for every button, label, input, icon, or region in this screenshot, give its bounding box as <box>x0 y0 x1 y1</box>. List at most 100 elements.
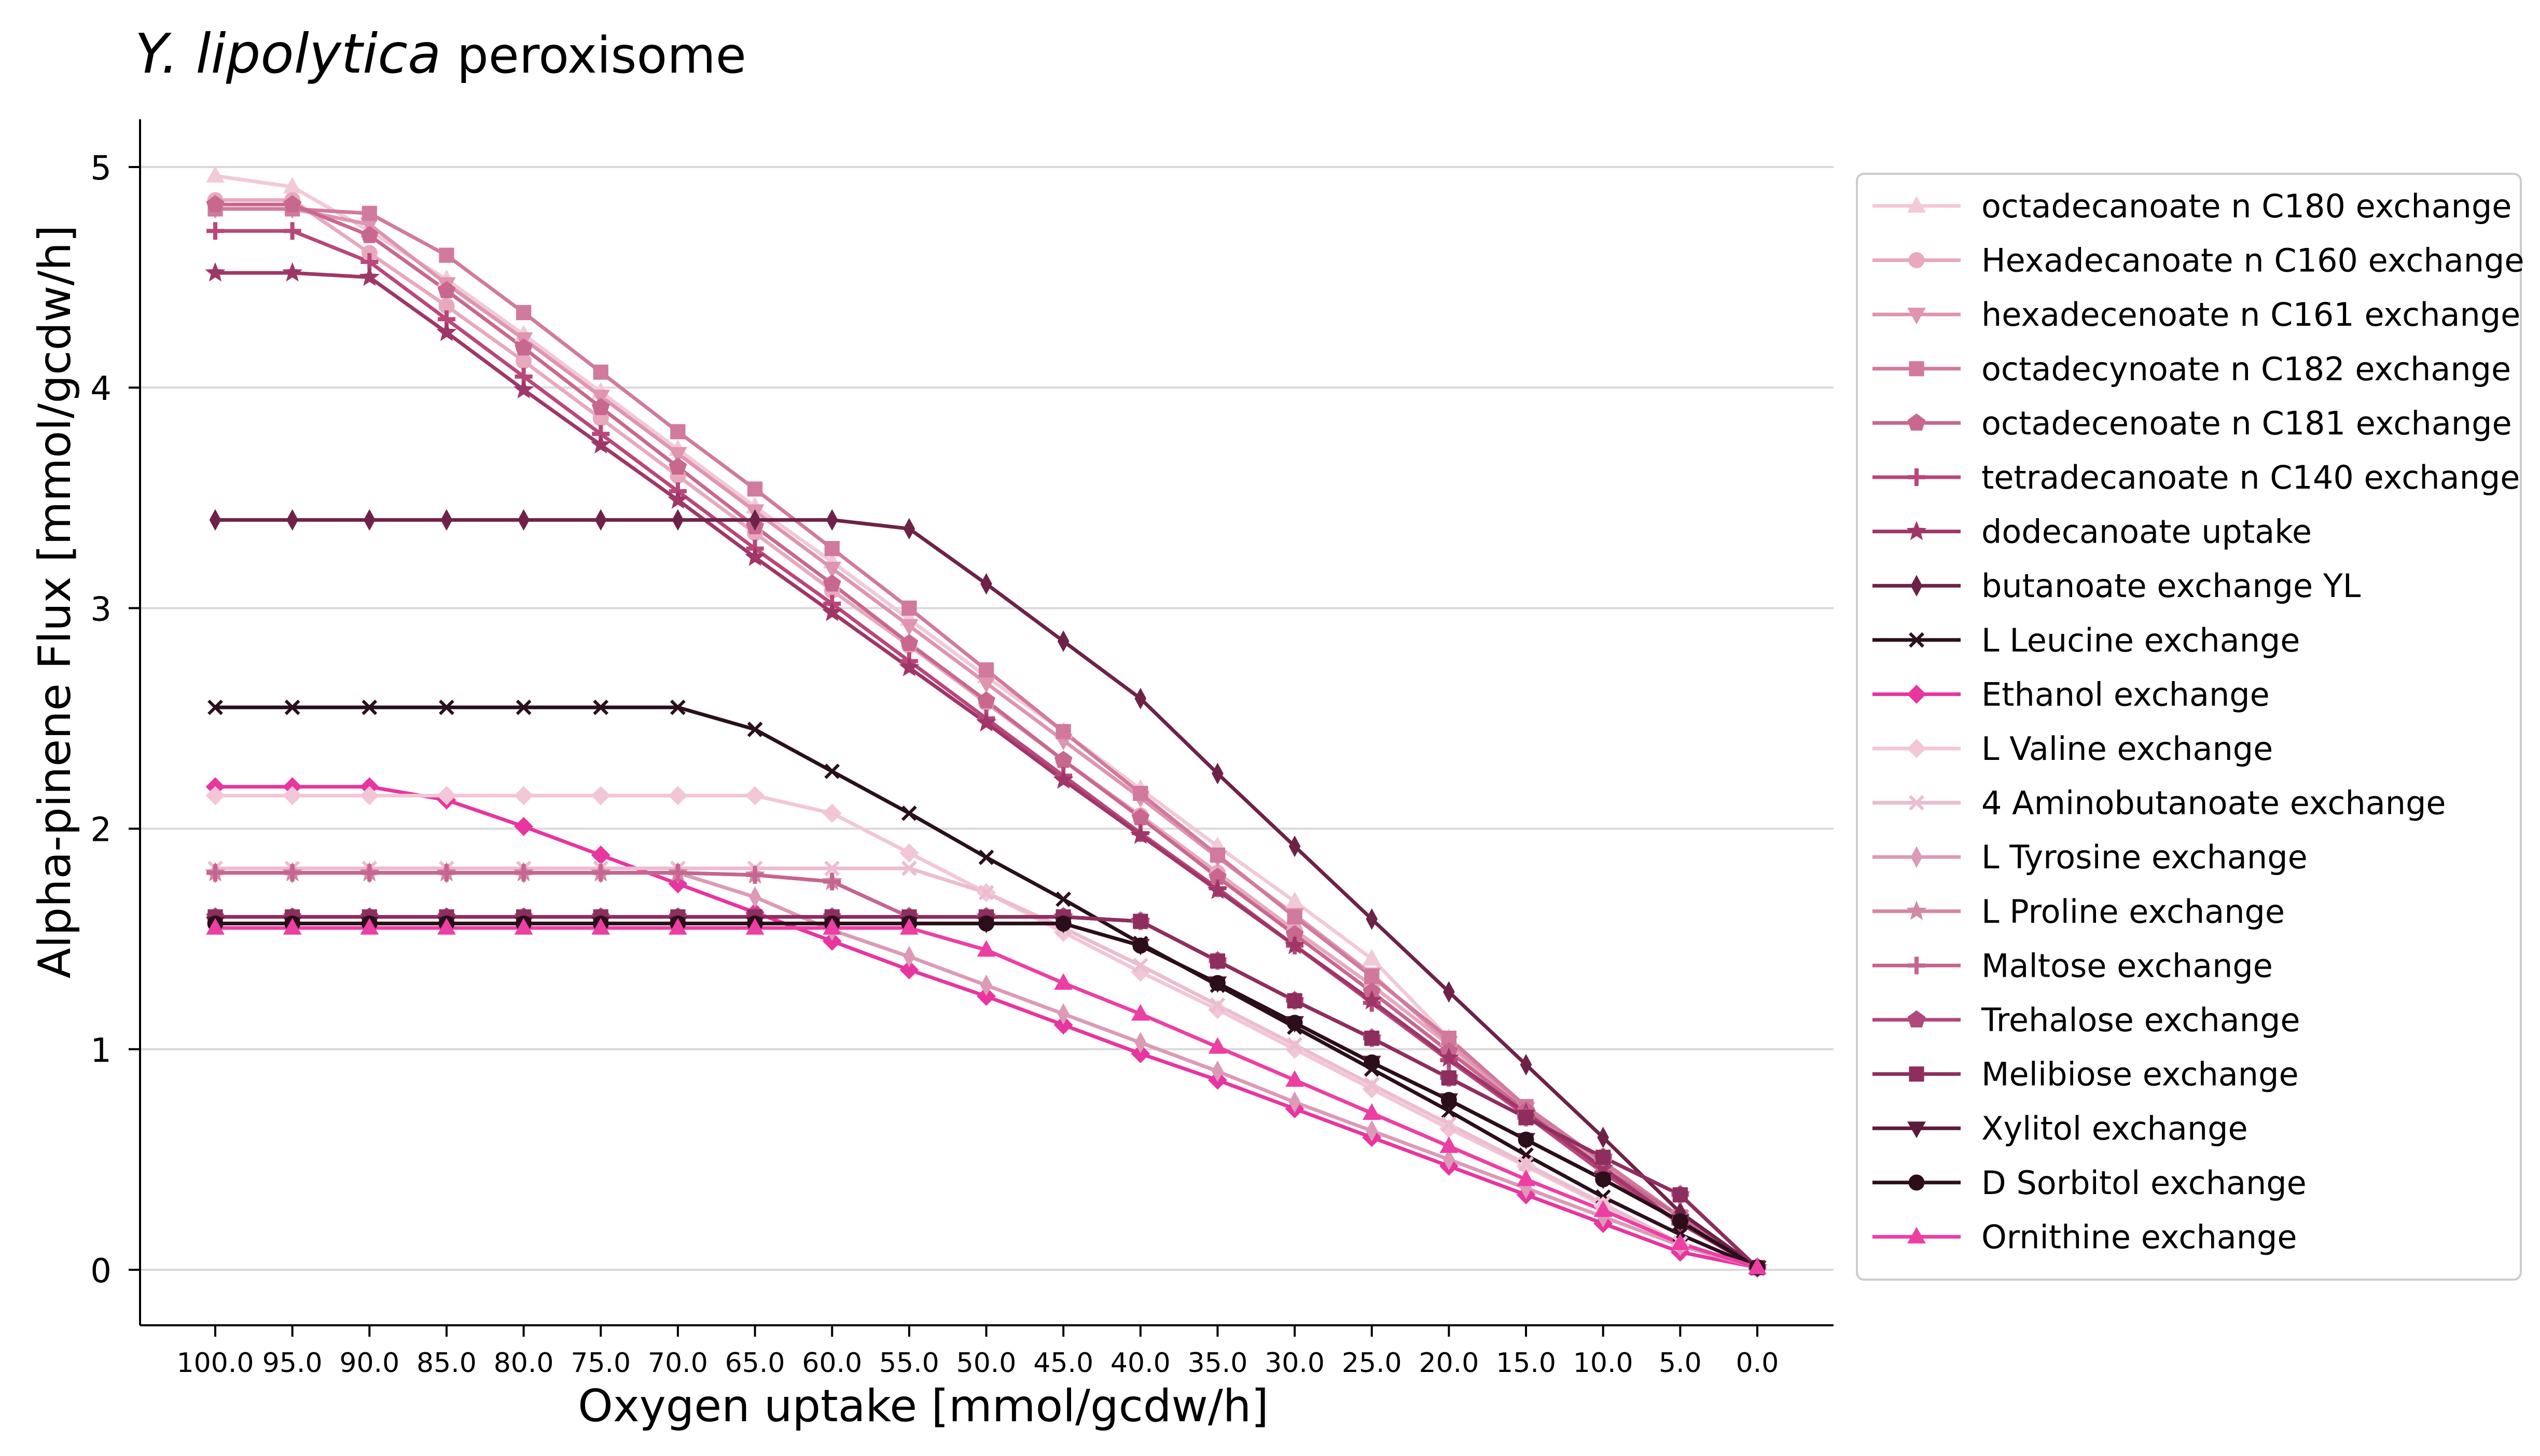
legend-swatch-marker <box>1907 684 1926 704</box>
legend-swatch-marker <box>1908 956 1925 975</box>
x-axis-label: Oxygen uptake [mmol/gcdw/h] <box>578 1380 1269 1432</box>
data-point <box>745 786 765 806</box>
data-point <box>1672 1213 1688 1229</box>
data-point <box>1443 1148 1455 1171</box>
y-tick-label: 3 <box>90 590 112 629</box>
legend-entry-label: Maltose exchange <box>1981 947 2273 984</box>
data-point <box>669 447 687 464</box>
data-point <box>206 864 224 882</box>
data-point <box>1518 1110 1534 1126</box>
data-point <box>1212 762 1224 785</box>
data-point <box>668 489 688 509</box>
data-point <box>1056 724 1071 740</box>
legend-entry-label: octadecanoate n C180 exchange <box>1981 187 2511 225</box>
data-point <box>670 424 686 439</box>
x-tick-label: 0.0 <box>1736 1348 1779 1379</box>
data-point <box>823 872 841 891</box>
x-tick-label: 15.0 <box>1496 1348 1556 1379</box>
x-tick-label: 45.0 <box>1033 1348 1093 1379</box>
x-tick-label: 25.0 <box>1342 1348 1402 1379</box>
data-point <box>1597 1127 1609 1148</box>
data-point <box>1671 1233 1690 1250</box>
legend-entry-label: hexadecenoate n C161 exchange <box>1981 296 2520 334</box>
data-point <box>822 932 842 951</box>
data-point <box>1441 1116 1457 1132</box>
data-point <box>901 805 917 821</box>
data-point <box>1132 958 1148 974</box>
data-point <box>903 946 915 968</box>
legend-entry-label: Ornithine exchange <box>1981 1218 2297 1256</box>
data-point <box>746 866 764 884</box>
data-point <box>1208 1000 1227 1019</box>
data-point <box>977 940 996 957</box>
legend-entry-label: 4 Aminobutanoate exchange <box>1981 784 2446 822</box>
legend-swatch-marker <box>1907 413 1926 431</box>
data-point <box>899 843 919 863</box>
legend-entry-label: dodecanoate uptake <box>1981 513 2312 551</box>
data-point <box>1286 1015 1303 1031</box>
data-point <box>1287 993 1302 1008</box>
data-point <box>749 509 761 531</box>
legend-entry-label: L Proline exchange <box>1981 893 2285 931</box>
data-point <box>282 262 303 282</box>
data-point <box>668 786 688 806</box>
data-point <box>1518 1156 1534 1172</box>
data-point <box>747 481 763 497</box>
data-point <box>515 338 533 356</box>
y-tick-label: 4 <box>90 370 112 408</box>
legend-swatch-marker <box>1907 1227 1926 1244</box>
legend-entry-label: L Tyrosine exchange <box>1981 838 2308 876</box>
legend-entry-label: L Valine exchange <box>1981 730 2273 768</box>
data-point <box>362 205 377 221</box>
data-point <box>1362 990 1382 1009</box>
data-point <box>749 886 761 908</box>
data-point <box>591 845 610 865</box>
data-point <box>1132 937 1149 954</box>
data-point <box>362 699 378 715</box>
legend-entry-label: Hexadecanoate n C160 exchange <box>1981 242 2524 280</box>
data-point <box>1518 1131 1534 1148</box>
data-point <box>824 764 840 779</box>
data-point <box>1595 1171 1612 1188</box>
x-tick-label: 30.0 <box>1265 1348 1325 1379</box>
data-point <box>514 918 533 935</box>
data-point <box>439 247 454 263</box>
data-point <box>440 509 453 531</box>
x-tick-label: 70.0 <box>648 1348 708 1379</box>
data-point <box>1133 785 1148 801</box>
legend-entry-label: octadecenoate n C181 exchange <box>1981 404 2512 442</box>
legend-swatch-marker <box>1907 196 1926 213</box>
data-point <box>437 864 455 882</box>
data-point <box>284 699 300 715</box>
data-point <box>360 226 379 243</box>
legend-entry-label: D Sorbitol exchange <box>1981 1164 2307 1202</box>
legend-swatch-marker <box>1909 795 1924 811</box>
data-point <box>1133 913 1148 929</box>
legend-entry-label: tetradecanoate n C140 exchange <box>1981 459 2520 496</box>
data-point <box>1672 1187 1688 1203</box>
data-point <box>437 281 456 298</box>
data-point <box>1057 630 1070 652</box>
data-point <box>594 509 607 531</box>
data-point <box>1210 997 1226 1013</box>
data-point <box>590 434 611 454</box>
data-point <box>205 786 225 806</box>
data-point <box>1212 1060 1224 1083</box>
x-tick-label: 40.0 <box>1111 1348 1171 1379</box>
data-point <box>1362 1103 1381 1120</box>
data-point <box>901 600 917 616</box>
data-point <box>901 861 917 877</box>
data-point <box>360 918 379 935</box>
series-line <box>215 915 1759 1269</box>
data-point <box>1210 953 1226 969</box>
data-point <box>593 364 608 380</box>
data-point <box>286 509 298 531</box>
data-point <box>1366 908 1378 930</box>
legend-swatch-marker <box>1908 468 1925 486</box>
data-point <box>745 918 765 935</box>
data-point <box>1440 1092 1457 1108</box>
data-point <box>978 885 994 900</box>
chart-title-italic: Y. lipolytica <box>135 22 441 86</box>
data-point <box>437 786 456 806</box>
data-point <box>363 509 376 531</box>
